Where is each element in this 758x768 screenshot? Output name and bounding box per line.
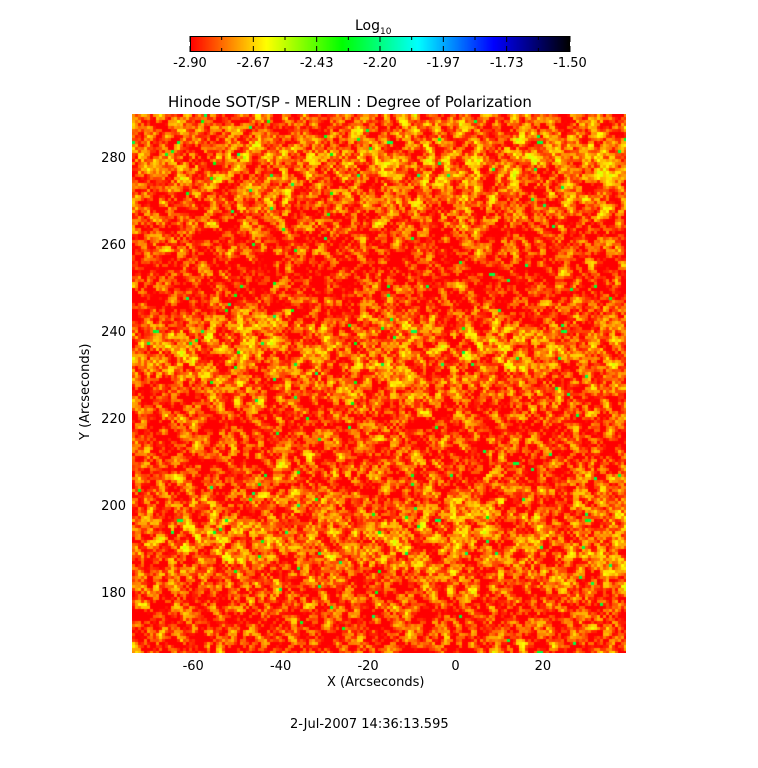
- colorbar-tick-label: -1.50: [553, 56, 587, 71]
- x-axis-label: X (Arcseconds): [327, 675, 425, 690]
- colorbar-tick-label: -2.20: [363, 56, 397, 71]
- x-tick-label: 20: [534, 659, 552, 674]
- x-tick-label: -40: [270, 659, 292, 674]
- y-tick-label: 200: [101, 498, 126, 514]
- timestamp-footer: 2-Jul-2007 14:36:13.595: [290, 717, 449, 732]
- colorbar-tick-label: -2.90: [173, 56, 207, 71]
- x-tick-label: -60: [182, 659, 204, 674]
- colorbar-tick-label: -1.73: [489, 56, 524, 71]
- y-tick-label: 240: [101, 324, 126, 340]
- colorbar-label: Log10: [355, 18, 392, 37]
- x-tick-label: 0: [451, 659, 460, 674]
- colorbar-tick-label: -1.97: [426, 56, 461, 71]
- y-tick-label: 260: [101, 237, 126, 253]
- x-tick-label: -20: [357, 659, 379, 674]
- y-tick-label: 180: [101, 585, 126, 601]
- colorbar-tick-label: -2.43: [299, 56, 334, 71]
- heatmap-image: [132, 114, 626, 653]
- y-tick-label: 280: [101, 150, 126, 166]
- chart-title: Hinode SOT/SP - MERLIN : Degree of Polar…: [168, 93, 532, 111]
- y-tick-label: 220: [101, 411, 126, 427]
- colorbar-tick-label: -2.67: [236, 56, 271, 71]
